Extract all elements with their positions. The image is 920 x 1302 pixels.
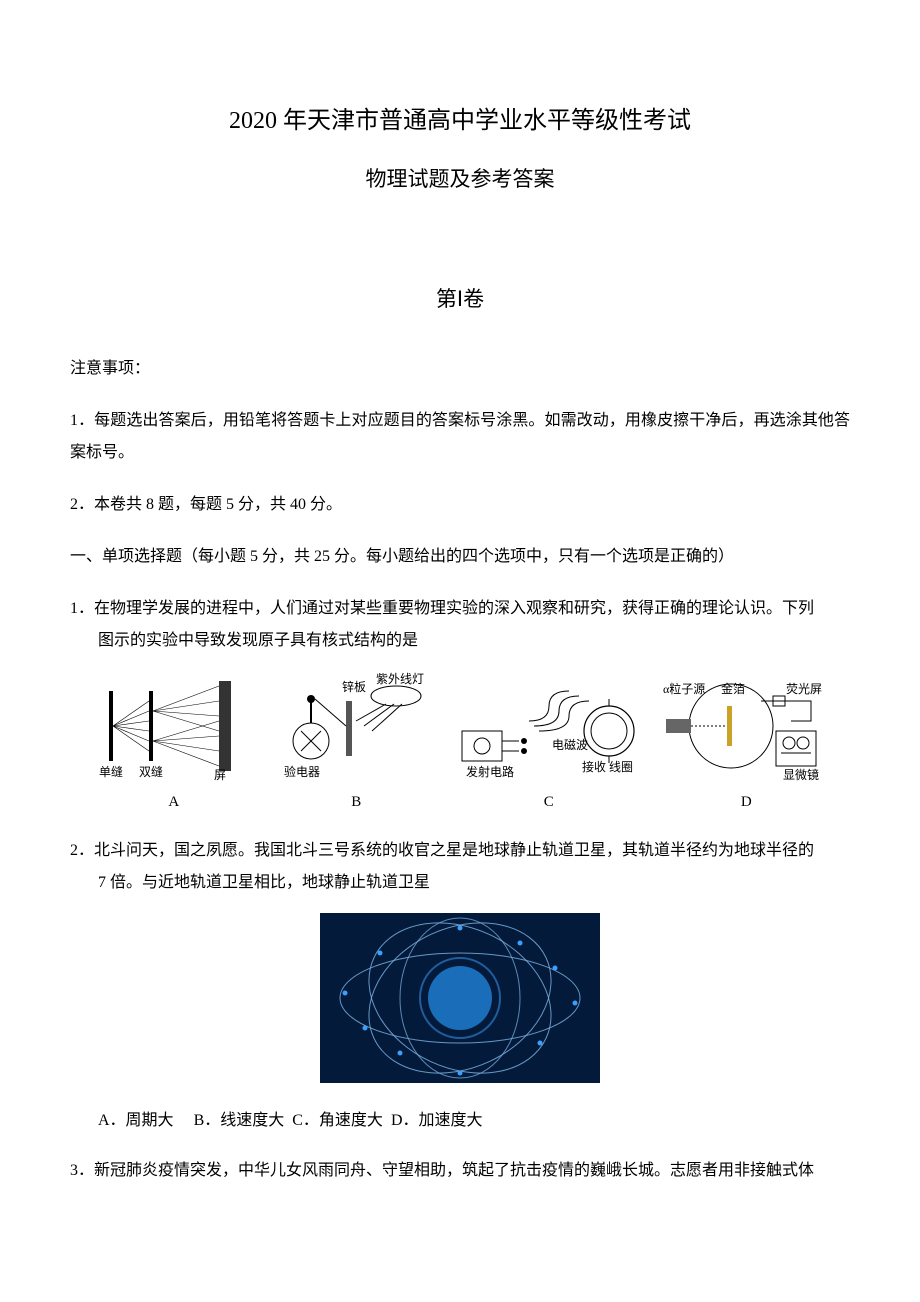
notice-item-1: 1．每题选出答案后，用铅笔将答题卡上对应题目的答案标号涂黑。如需改动，用橡皮擦干… xyxy=(70,405,850,469)
q2-opt-d: D．加速度大 xyxy=(391,1112,483,1129)
notice-heading: 注意事项： xyxy=(70,353,850,385)
double-slit-icon: 单缝 双缝 屏 xyxy=(89,671,259,781)
q1-cont: 图示的实验中导致发现原子具有核式结构的是 xyxy=(70,625,850,657)
svg-text:验电器: 验电器 xyxy=(284,764,320,779)
q1-fig-d: α粒子源 金箔 荧光屏 显微镜 D xyxy=(661,671,831,817)
svg-text:荧光屏: 荧光屏 xyxy=(786,682,822,696)
notice-item-2: 2．本卷共 8 题，每题 5 分，共 40 分。 xyxy=(70,489,850,521)
question-1: 1．在物理学发展的进程中，人们通过对某些重要物理实验的深入观察和研究，获得正确的… xyxy=(70,593,850,817)
question-3: 3．新冠肺炎疫情突发，中华儿女风雨同舟、守望相助，筑起了抗击疫情的巍峨长城。志愿… xyxy=(70,1155,850,1187)
q2-options: A．周期大 B．线速度大 C．角速度大 D．加速度大 xyxy=(70,1105,850,1137)
page-subtitle: 物理试题及参考答案 xyxy=(70,163,850,193)
photoelectric-icon: 验电器 锌板 紫外线灯 xyxy=(276,671,436,781)
svg-text:线圈: 线圈 xyxy=(609,760,633,774)
section-title: 第Ⅰ卷 xyxy=(70,283,850,313)
q2-text: 2．北斗问天，国之夙愿。我国北斗三号系统的收官之星是地球静止轨道卫星，其轨道半径… xyxy=(70,835,850,867)
beidou-orbit-icon xyxy=(320,913,600,1083)
q2-opt-b: B．线速度大 xyxy=(194,1112,285,1129)
svg-text:紫外线灯: 紫外线灯 xyxy=(376,672,424,686)
q3-text: 3．新冠肺炎疫情突发，中华儿女风雨同舟、守望相助，筑起了抗击疫情的巍峨长城。志愿… xyxy=(70,1155,850,1187)
page-title: 2020 年天津市普通高中学业水平等级性考试 xyxy=(70,100,850,135)
svg-text:屏: 屏 xyxy=(214,768,226,781)
q1-fig-a: 单缝 双缝 屏 A xyxy=(89,671,259,817)
svg-text:金箔: 金箔 xyxy=(721,681,745,696)
q2-figure xyxy=(70,913,850,1083)
q1-figure-row: 单缝 双缝 屏 A xyxy=(70,671,850,817)
q1-fig-b-label: B xyxy=(276,787,436,817)
em-wave-icon: 发射 电路 电磁波 接收 线圈 xyxy=(454,671,644,781)
rutherford-icon: α粒子源 金箔 荧光屏 显微镜 xyxy=(661,671,831,781)
svg-text:发射: 发射 xyxy=(466,764,490,779)
svg-text:锌板: 锌板 xyxy=(342,680,366,694)
svg-text:α粒子源: α粒子源 xyxy=(663,681,705,696)
q2-cont: 7 倍。与近地轨道卫星相比，地球静止轨道卫星 xyxy=(70,867,850,899)
q1-fig-b: 验电器 锌板 紫外线灯 B xyxy=(276,671,436,817)
q1-fig-d-label: D xyxy=(661,787,831,817)
svg-text:显微镜: 显微镜 xyxy=(783,767,819,781)
svg-text:电磁波: 电磁波 xyxy=(552,737,588,752)
q1-fig-c: 发射 电路 电磁波 接收 线圈 C xyxy=(454,671,644,817)
q1-text: 1．在物理学发展的进程中，人们通过对某些重要物理实验的深入观察和研究，获得正确的… xyxy=(70,593,850,625)
q1-fig-a-label: A xyxy=(89,787,259,817)
svg-text:单缝: 单缝 xyxy=(99,764,123,779)
question-2: 2．北斗问天，国之夙愿。我国北斗三号系统的收官之星是地球静止轨道卫星，其轨道半径… xyxy=(70,835,850,1137)
svg-text:接收: 接收 xyxy=(582,759,606,774)
q2-opt-a: A．周期大 xyxy=(98,1112,174,1129)
q1-fig-c-label: C xyxy=(454,787,644,817)
part1-instruction: 一、单项选择题（每小题 5 分，共 25 分。每小题给出的四个选项中，只有一个选… xyxy=(70,541,850,573)
svg-text:双缝: 双缝 xyxy=(139,764,163,779)
q2-opt-c: C．角速度大 xyxy=(292,1112,383,1129)
svg-text:电路: 电路 xyxy=(490,764,514,779)
